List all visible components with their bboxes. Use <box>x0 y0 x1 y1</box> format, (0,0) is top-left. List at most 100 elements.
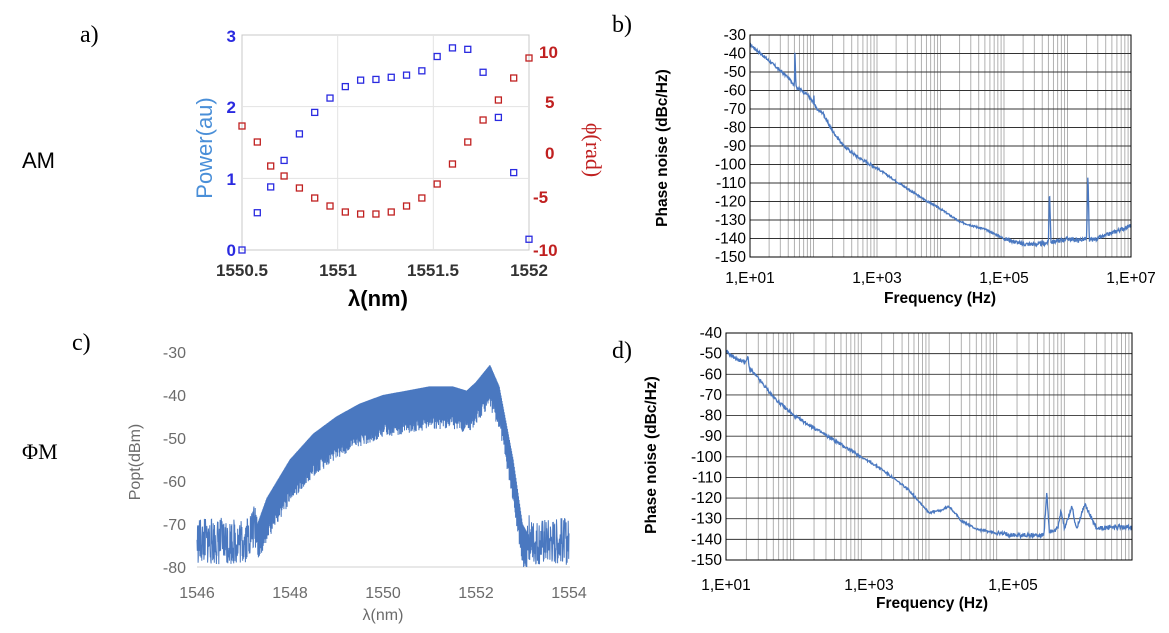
chart-a-power-point <box>253 209 261 217</box>
ytick-label: -130 <box>715 212 746 229</box>
ytick-label: -90 <box>700 428 723 445</box>
chart-a-power-point <box>311 108 319 117</box>
panel-letter-a: a) <box>80 22 99 48</box>
chart-c-y-ticks: -30 -40 -50 -60 -70 -80 <box>163 345 186 577</box>
chart-a: 0 1 2 3 -10 -5 0 5 10 1550.5 1551 1551.5… <box>192 27 606 311</box>
chart-c-spectrum <box>196 365 570 568</box>
chart-a-phase-point <box>326 202 334 210</box>
chart-a-phase-point <box>295 184 304 192</box>
chart-c-xtick: 1546 <box>179 585 215 602</box>
ytick-label: -140 <box>691 531 722 548</box>
chart-d-xtick: 1,E+05 <box>988 577 1038 594</box>
chart-a-power-point <box>295 130 304 138</box>
chart-a-y2tick: -5 <box>533 188 548 207</box>
chart-a-y2tick: 5 <box>545 93 554 112</box>
ytick-label: -70 <box>700 387 723 404</box>
chart-a-phase-point <box>341 208 349 216</box>
chart-a-phase-point <box>479 116 487 124</box>
chart-a-xtick: 1551.5 <box>407 261 459 280</box>
chart-a-phase-point <box>238 122 246 130</box>
chart-a-phase-point <box>433 180 441 188</box>
ytick-label: -50 <box>724 64 747 81</box>
panel-letter-b: b) <box>612 12 632 38</box>
chart-b-xtick: 1,E+07 <box>1106 270 1156 287</box>
chart-c-xtick: 1554 <box>551 585 587 602</box>
chart-b: -30 -40-50 -60-70 -80-90 -100-110 -120-130 -14… <box>654 27 1156 307</box>
chart-a-phase-point <box>510 74 518 82</box>
chart-a-phase-point <box>464 138 472 146</box>
chart-a-phase-point <box>372 210 380 218</box>
chart-d-grid <box>726 332 1132 561</box>
chart-a-phase-point <box>267 162 275 170</box>
chart-a-xtick: 1550.5 <box>216 261 268 280</box>
chart-b-grid <box>750 34 1131 258</box>
chart-a-phase-point <box>494 96 503 104</box>
chart-a-phase-point <box>356 210 365 218</box>
chart-b-x-ticks: 1,E+01 1,E+03 1,E+05 1,E+07 <box>725 270 1156 287</box>
chart-a-ytick: 0 <box>227 241 236 260</box>
ytick-label: -120 <box>715 194 746 211</box>
ytick-label: -40 <box>724 46 747 63</box>
ytick-label: -40 <box>700 325 723 342</box>
chart-b-xtick: 1,E+03 <box>852 270 902 287</box>
chart-d-y-ticks: -40 -50 -60 -70 -80 -90 -100 -110 -120 -130 -140 -1… <box>691 325 722 569</box>
ytick-label: -50 <box>700 346 723 363</box>
chart-a-y-ticks: 0 1 2 3 <box>227 27 236 260</box>
chart-a-phase-point <box>253 138 261 146</box>
chart-d-series-line <box>725 349 1133 540</box>
ytick-label: -90 <box>724 138 747 155</box>
chart-a-power-point <box>238 246 246 254</box>
chart-a-y2tick: 0 <box>545 144 554 163</box>
chart-a-xtick: 1551 <box>319 261 357 280</box>
chart-a-phase-point <box>311 194 319 202</box>
panel-letter-c: c) <box>72 330 91 356</box>
ytick-label: -100 <box>715 157 746 174</box>
chart-d-xtick: 1,E+03 <box>844 577 894 594</box>
chart-a-phase-point <box>387 208 395 216</box>
chart-a-power-point <box>372 75 380 84</box>
chart-a-y2-ticks: -10 -5 0 5 10 <box>533 43 558 260</box>
ytick-label: -60 <box>724 83 747 100</box>
chart-a-power-point <box>418 67 426 75</box>
chart-a-y2label: ϕ(rad) <box>581 123 606 177</box>
ytick-label: -150 <box>691 552 722 569</box>
chart-a-power-point <box>479 68 487 76</box>
ytick-label: -100 <box>691 449 722 466</box>
chart-c-x-ticks: 1546 1548 1550 1552 1554 <box>179 585 587 602</box>
ytick-label: -120 <box>691 490 722 507</box>
chart-c-ytick: -50 <box>163 431 186 448</box>
chart-a-xlabel: λ(nm) <box>348 286 408 311</box>
chart-c-ytick: -40 <box>163 388 186 405</box>
chart-b-xlabel: Frequency (Hz) <box>884 290 996 307</box>
chart-c-xtick: 1550 <box>365 585 401 602</box>
chart-a-power-point <box>525 235 533 243</box>
chart-a-phase-point <box>418 194 426 202</box>
ytick-label: -70 <box>724 101 747 118</box>
panel-letter-d: d) <box>612 338 632 364</box>
chart-a-ytick: 2 <box>227 98 236 117</box>
chart-a-power-point <box>387 73 395 81</box>
chart-a-phase-point <box>402 202 411 210</box>
ytick-label: -130 <box>691 511 722 528</box>
chart-b-xtick: 1,E+05 <box>979 270 1029 287</box>
chart-d: -40 -50 -60 -70 -80 -90 -100 -110 -120 -130 -140 -1… <box>643 325 1133 612</box>
chart-b-xtick: 1,E+01 <box>725 270 775 287</box>
chart-a-phase-point <box>525 54 533 62</box>
ytick-label: -140 <box>715 231 746 248</box>
ytick-label: -80 <box>700 408 723 425</box>
chart-c-ytick: -70 <box>163 517 186 534</box>
row-label-am: AM <box>22 148 55 173</box>
ytick-label: -60 <box>700 366 723 383</box>
chart-a-power-point <box>464 45 472 53</box>
ytick-label: -110 <box>692 469 722 486</box>
chart-d-x-ticks: 1,E+01 1,E+03 1,E+05 <box>701 577 1038 594</box>
chart-a-power-point <box>267 183 275 191</box>
chart-a-phase-point <box>280 172 288 180</box>
chart-b-frame <box>749 34 1132 258</box>
chart-c: -30 -40 -50 -60 -70 -80 1546 1548 1550 1552 1… <box>127 345 587 624</box>
row-label-pm: ΦM <box>22 439 58 464</box>
chart-a-power-point <box>510 168 518 177</box>
chart-d-ylabel: Phase noise (dBc/Hz) <box>643 376 660 534</box>
chart-a-power-point <box>448 44 457 52</box>
